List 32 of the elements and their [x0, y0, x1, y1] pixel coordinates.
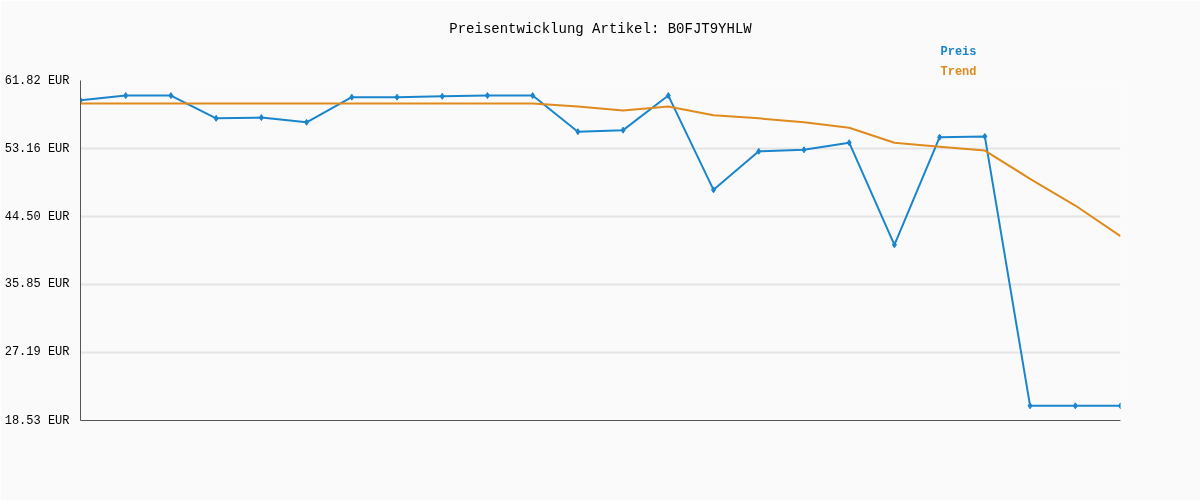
point: [168, 92, 174, 100]
line-series: [80, 92, 1121, 410]
y-tick-label: 18.53 EUR: [4, 413, 70, 428]
text: Trend: [940, 64, 977, 79]
chart-title: Preisentwicklung Artikel: B0FJT9YHLW: [449, 20, 753, 37]
y-tick-label: 44.50 EUR: [4, 209, 70, 224]
point: [846, 139, 852, 147]
point: [484, 92, 490, 100]
point: [620, 126, 626, 134]
point: [123, 92, 129, 100]
point: [801, 146, 807, 154]
point: [258, 114, 264, 122]
point: [530, 92, 536, 100]
point: [665, 92, 671, 100]
point: [1027, 402, 1033, 410]
y-tick-label: 61.82 EUR: [4, 73, 70, 88]
point: [711, 186, 717, 194]
point: [575, 128, 581, 136]
point: [394, 93, 400, 101]
point: [982, 132, 988, 140]
point: [349, 93, 355, 101]
point: [937, 133, 943, 141]
point: [304, 118, 310, 126]
point: [1072, 402, 1078, 410]
point: [891, 241, 897, 249]
point: [439, 92, 445, 100]
point: [213, 114, 219, 122]
y-tick-label: 27.19 EUR: [4, 345, 70, 360]
text: Preis: [940, 44, 977, 59]
y-tick-label: 53.16 EUR: [4, 141, 70, 156]
y-tick-label: 35.85 EUR: [4, 277, 70, 292]
point: [756, 147, 762, 155]
